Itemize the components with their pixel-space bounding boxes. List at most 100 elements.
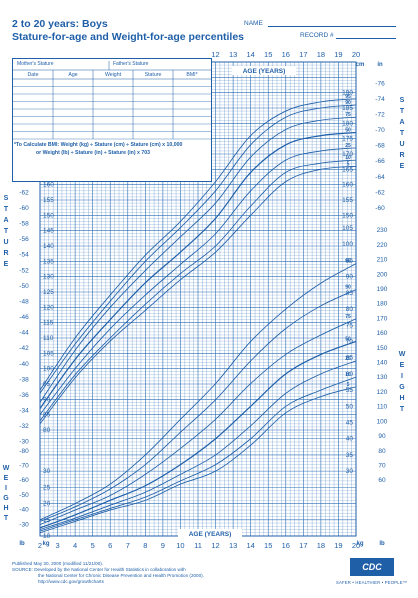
weight-lb-tick-right: 180: [377, 301, 388, 308]
stature-percentile-label: 5: [347, 161, 350, 167]
weight-curve-p25: [39, 360, 357, 530]
stature-in-tick-left: -44: [19, 330, 29, 337]
weight-kg-tick-left: 15: [43, 517, 51, 524]
lb-unit-right: lb: [379, 541, 385, 547]
stature-cm-tick-left: 160: [43, 182, 54, 189]
weight-curve-p95: [39, 263, 357, 521]
weight-lb-tick-right: 160: [377, 330, 388, 337]
stature-cm-tick-left: 95: [43, 381, 51, 388]
weight-lb-tick-left: -60: [19, 477, 29, 484]
age-tick-bottom: 5: [91, 541, 95, 550]
stature-curve-p5: [39, 165, 357, 425]
stature-cm-tick-right: 165: [342, 166, 353, 173]
stature-in-tick-right: -70: [375, 127, 385, 134]
stature-curve-p75: [39, 116, 357, 403]
weight-kg-tick-right: 55: [346, 387, 354, 394]
stature-in-tick-right: -60: [375, 205, 385, 212]
stature-in-tick-right: -76: [375, 80, 385, 87]
stature-percentile-label: 75: [345, 112, 351, 118]
weight-kg-tick-left: 25: [43, 484, 51, 491]
stature-cm-tick-left: 115: [43, 320, 54, 327]
weight-kg-tick-right: 65: [346, 355, 354, 362]
lb-unit-left: lb: [19, 541, 25, 547]
kg-unit-left: kg: [42, 541, 49, 547]
stature-cm-tick-left: 155: [43, 197, 54, 204]
weight-kg-tick-right: 105: [342, 225, 353, 232]
weight-kg-tick-right: 75: [346, 322, 354, 329]
stature-axis-label-right: T: [400, 130, 405, 137]
weight-curve-p75: [39, 318, 357, 526]
record-field[interactable]: [336, 38, 396, 39]
footer-line2: SOURCE: Developed by the National Center…: [12, 567, 186, 572]
weight-lb-tick-right: 170: [377, 315, 388, 322]
stature-cm-tick-right: 160: [342, 182, 353, 189]
stature-in-tick-left: -38: [19, 376, 29, 383]
stature-cm-tick-left: 80: [43, 427, 51, 434]
age-tick-bottom: 13: [229, 541, 237, 550]
stature-cm-tick-left: 100: [43, 366, 54, 373]
stature-percentile-label: 25: [345, 143, 351, 149]
age-tick-bottom: 14: [246, 541, 254, 550]
stature-cm-tick-left: 85: [43, 412, 51, 419]
age-tick-top: 18: [317, 50, 325, 59]
age-tick-top: 13: [229, 50, 237, 59]
stature-cm-tick-right: 185: [342, 105, 353, 112]
age-tick-bottom: 12: [211, 541, 219, 550]
stature-cm-tick-left: 150: [43, 212, 54, 219]
weight-lb-tick-right: 220: [377, 242, 388, 249]
age-tick-top: 17: [299, 50, 307, 59]
weight-axis-label-left: T: [4, 515, 9, 522]
age-tick-bottom: 19: [334, 541, 342, 550]
weight-axis-label-right: T: [400, 406, 405, 413]
stature-cm-tick-left: 90: [43, 396, 51, 403]
stature-cm-tick-right: 150: [342, 212, 353, 219]
stature-curve-p50: [39, 131, 357, 409]
stature-axis-label-right: T: [400, 108, 405, 115]
stature-axis-label-left: A: [3, 217, 8, 224]
stature-axis-label-left: T: [4, 206, 9, 213]
weight-kg-tick-right: 100: [342, 241, 353, 248]
footer-line1: Published May 30, 2000 (modified 11/21/0…: [12, 561, 104, 566]
stature-percentile-label: 90: [345, 100, 351, 106]
weight-percentile-label: 75: [345, 314, 351, 320]
stature-in-tick-right: -66: [375, 158, 385, 165]
age-tick-bottom: 18: [317, 541, 325, 550]
stature-cm-tick-right: 155: [342, 197, 353, 204]
weight-lb-tick-right: 100: [377, 418, 388, 425]
stature-in-tick-left: -34: [19, 407, 29, 414]
weight-lb-tick-left: -40: [19, 507, 29, 514]
stature-cm-tick-left: 140: [43, 243, 54, 250]
age-tick-top: 14: [246, 50, 254, 59]
stature-axis-label-left: R: [3, 250, 8, 257]
stature-curve-p95: [39, 98, 357, 391]
weight-percentile-label: 5: [347, 382, 350, 388]
weight-kg-tick-right: 30: [346, 468, 354, 475]
stature-in-tick-left: -56: [19, 236, 29, 243]
stature-cm-tick-right: 170: [342, 151, 353, 158]
stature-axis-label-left: E: [4, 261, 9, 268]
stature-cm-tick-left: 130: [43, 274, 54, 281]
age-tick-bottom: 16: [282, 541, 290, 550]
name-field[interactable]: [268, 26, 396, 27]
weight-axis-label-right: G: [399, 384, 405, 391]
weight-axis-label-right: H: [399, 395, 404, 402]
stature-percentile-label: 50: [345, 128, 351, 134]
cm-unit-right: cm: [356, 62, 365, 68]
cdc-logo: CDC: [350, 558, 394, 576]
stature-in-tick-right: -72: [375, 112, 385, 119]
stature-curve-p25: [39, 147, 357, 415]
weight-kg-tick-right: 35: [346, 452, 354, 459]
age-label-bg: [178, 529, 242, 538]
weight-lb-tick-right: 110: [377, 404, 388, 411]
name-label: NAME: [244, 20, 263, 27]
stature-cm-tick-right: 180: [342, 120, 353, 127]
stature-axis-label-left: U: [3, 239, 8, 246]
record-table-grid: [13, 61, 211, 140]
weight-curve-p10: [39, 376, 357, 532]
stature-in-tick-left: -32: [19, 423, 29, 430]
weight-kg-tick-right: 80: [346, 306, 354, 313]
stature-in-tick-left: -60: [19, 205, 29, 212]
stature-percentile-label: 10: [345, 155, 351, 161]
age-tick-top: 12: [211, 50, 219, 59]
weight-kg-tick-right: 45: [346, 420, 354, 427]
